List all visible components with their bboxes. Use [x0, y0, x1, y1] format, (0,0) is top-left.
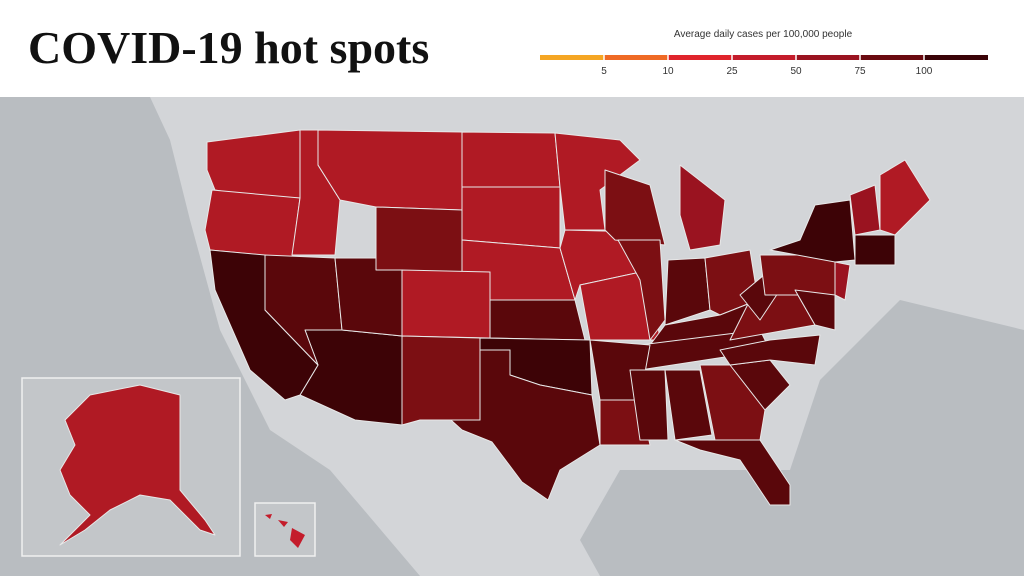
legend-tick-label: 100 — [916, 66, 933, 77]
state — [204, 189, 301, 259]
legend-swatch — [796, 55, 860, 60]
state — [206, 129, 301, 199]
legend-swatch — [540, 55, 604, 60]
state — [265, 514, 272, 519]
state — [617, 239, 666, 341]
legend-swatch — [860, 55, 924, 60]
legend-tick-label: 25 — [726, 66, 738, 77]
state — [719, 334, 821, 366]
legend-swatch — [732, 55, 796, 60]
state — [794, 289, 836, 331]
state — [401, 335, 481, 426]
state — [834, 261, 851, 301]
state — [317, 129, 463, 211]
header-bg — [0, 0, 1024, 97]
state — [759, 254, 836, 296]
legend-title: Average daily cases per 100,000 people — [674, 29, 853, 40]
state — [664, 369, 713, 441]
state — [461, 186, 561, 249]
state — [629, 369, 669, 441]
state — [879, 159, 931, 236]
legend-tick-label: 5 — [601, 66, 607, 77]
state — [401, 269, 491, 339]
state — [375, 206, 463, 273]
legend-tick-label: 75 — [854, 66, 866, 77]
legend-tick-label: 50 — [790, 66, 802, 77]
state — [290, 528, 305, 548]
state — [854, 234, 896, 266]
state — [334, 257, 403, 337]
state — [679, 164, 726, 251]
title: COVID-19 hot spots — [28, 22, 429, 73]
legend-swatch — [604, 55, 668, 60]
legend-swatch — [668, 55, 732, 60]
legend-tick-label: 10 — [662, 66, 674, 77]
legend-swatch — [924, 55, 988, 60]
map — [0, 97, 1024, 576]
state — [489, 299, 586, 341]
state — [674, 439, 791, 506]
states — [204, 129, 931, 506]
land — [150, 97, 1024, 576]
legend: 5 10 25 50 75 100 — [540, 54, 988, 77]
state — [59, 384, 216, 546]
hawaii-inset — [254, 502, 316, 557]
state — [554, 132, 641, 231]
state — [461, 131, 561, 188]
state — [278, 520, 288, 527]
